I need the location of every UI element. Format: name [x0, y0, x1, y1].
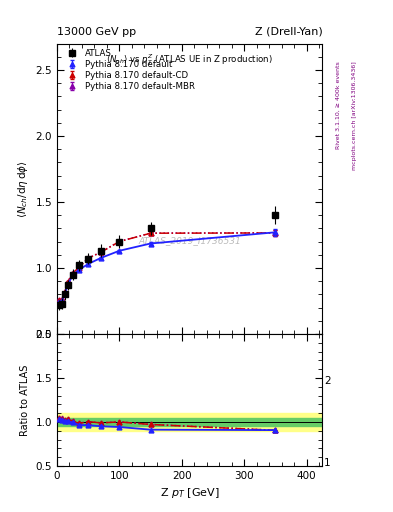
Text: Rivet 3.1.10, ≥ 400k events: Rivet 3.1.10, ≥ 400k events — [336, 61, 341, 149]
Text: mcplots.cern.ch [arXiv:1306.3436]: mcplots.cern.ch [arXiv:1306.3436] — [352, 61, 357, 170]
Text: 1: 1 — [324, 458, 331, 468]
Bar — [57, 413, 322, 431]
Legend: ATLAS, Pythia 8.170 default, Pythia 8.170 default-CD, Pythia 8.170 default-MBR: ATLAS, Pythia 8.170 default, Pythia 8.17… — [59, 45, 198, 95]
Text: $\langle N_{ch}\rangle$ vs $p_T^Z$ (ATLAS UE in Z production): $\langle N_{ch}\rangle$ vs $p_T^Z$ (ATLA… — [106, 52, 273, 67]
Text: 13000 GeV pp: 13000 GeV pp — [57, 27, 136, 37]
X-axis label: Z $p_T$ [GeV]: Z $p_T$ [GeV] — [160, 486, 219, 500]
Bar — [57, 417, 322, 426]
Y-axis label: $\langle N_{ch}/\mathrm{d}\eta\,\mathrm{d}\phi\rangle$: $\langle N_{ch}/\mathrm{d}\eta\,\mathrm{… — [16, 160, 30, 218]
Text: 2: 2 — [324, 376, 331, 387]
Text: Z (Drell-Yan): Z (Drell-Yan) — [255, 27, 322, 37]
Y-axis label: Ratio to ATLAS: Ratio to ATLAS — [20, 364, 30, 436]
Text: ATLAS_2019_I1736531: ATLAS_2019_I1736531 — [138, 237, 241, 245]
